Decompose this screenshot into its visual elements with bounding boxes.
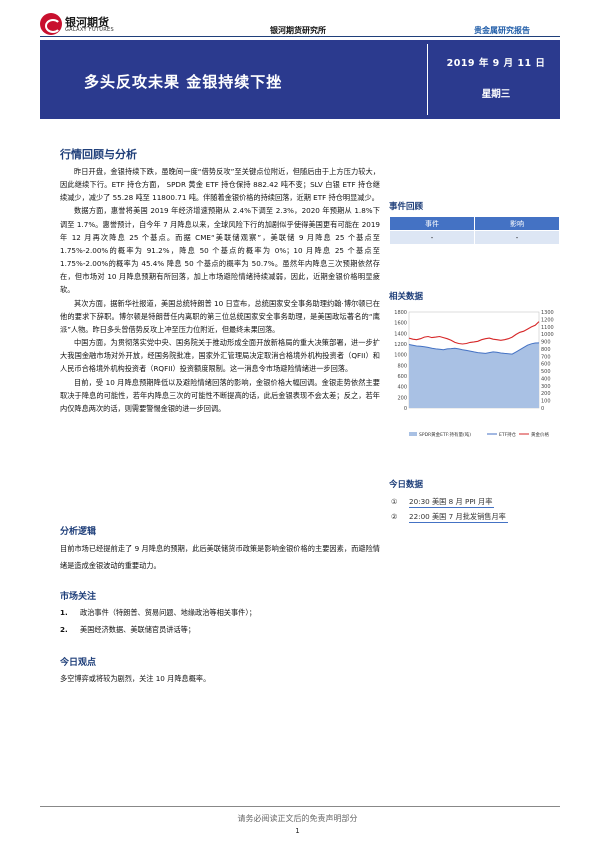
company-logo: 银河期货 GALAXY FUTURES	[40, 13, 120, 35]
right-axis-tick-label: 100	[541, 399, 551, 405]
left-axis-tick-label: 200	[397, 395, 407, 401]
brand-name-en: GALAXY FUTURES	[65, 27, 114, 33]
header-divider	[40, 36, 560, 37]
left-axis-tick-label: 1000	[394, 353, 407, 359]
left-axis-tick-label: 1800	[394, 310, 407, 316]
left-axis-tick-label: 600	[397, 374, 407, 380]
today-data-title: 今日数据	[389, 480, 424, 490]
right-axis-tick-label: 600	[541, 362, 551, 368]
view-section-title: 今日观点	[60, 658, 97, 668]
events-cell-impact: -	[474, 230, 560, 245]
report-date: 2019 年 9 月 11 日	[446, 58, 546, 69]
list-item: 1. 政治事件（特朗普、贸易问题、地缘政治等相关事件）；	[60, 608, 257, 617]
events-cell-event: -	[389, 230, 475, 245]
etf-holdings-area	[409, 342, 539, 408]
events-section-title: 事件回顾	[389, 202, 424, 212]
right-axis-tick-label: 1200	[541, 317, 554, 323]
review-body: 昨日开盘，金银持续下跌，虽晚间一度“借势反攻”至关键点位附近，但随后由于上方压力…	[60, 165, 380, 415]
right-axis-tick-label: 500	[541, 369, 551, 375]
right-axis-tick-label: 1000	[541, 332, 554, 338]
footer-divider	[40, 806, 560, 807]
report-title: 多头反攻未果 金银持续下挫	[84, 73, 283, 91]
right-axis-tick-label: 700	[541, 354, 551, 360]
legend-label: SPDR黄金ETF:持有量(吨)	[419, 431, 471, 438]
legend-swatch-area	[409, 432, 417, 436]
etf-holdings-line	[408, 342, 540, 355]
brand-name-cn: 银河期货	[65, 16, 109, 29]
left-axis-tick-label: 1200	[394, 342, 407, 348]
left-axis-tick-label: 400	[397, 385, 407, 391]
report-type: 贵金属研究报告	[474, 26, 530, 35]
galaxy-logo-icon	[40, 13, 62, 35]
review-paragraph: 昨日开盘，金银持续下跌，虽晚间一度“借势反攻”至关键点位附近，但随后由于上方压力…	[60, 167, 380, 203]
view-text: 多空博弈或将较为剧烈，关注 10 月降息概率。	[60, 674, 211, 683]
right-axis-tick-label: 200	[541, 391, 551, 397]
page-number: 1	[295, 827, 300, 835]
right-axis-tick-label: 0	[541, 406, 544, 412]
review-paragraph: 数据方面，惠誉将美国 2019 年经济增速预期从 2.4%下调至 2.3%，20…	[60, 206, 380, 295]
banner-divider	[427, 44, 428, 115]
legend-label: ETF持仓	[499, 431, 517, 438]
review-paragraph: 中国方面，为贯彻落实党中央、国务院关于推动形成全面开放新格局的重大决策部署，进一…	[60, 338, 380, 374]
title-banner: 多头反攻未果 金银持续下挫 2019 年 9 月 11 日 星期三	[40, 40, 560, 119]
events-table: 事件 影响 - -	[389, 216, 560, 245]
right-axis-tick-label: 1300	[541, 310, 554, 316]
right-axis-tick-label: 800	[541, 347, 551, 353]
logic-section-title: 分析逻辑	[60, 527, 97, 537]
right-axis-tick-label: 300	[541, 384, 551, 390]
today-data-item: ② 22:00 美国 7 月批发销售月率	[391, 512, 508, 523]
review-paragraph: 目前，受 10 月降息预期降低以及避险情绪回落的影响，金银价格大幅回调。金银走势…	[60, 377, 380, 413]
left-axis-tick-label: 800	[397, 363, 407, 369]
report-weekday: 星期三	[481, 89, 511, 100]
logic-text: 目前市场已经提前走了 9 月降息的预期，此后美联储货币政策是影响金银价格的主要因…	[60, 544, 380, 570]
institute-name: 银河期货研究所	[270, 26, 326, 35]
disclaimer-note: 请务必阅读正文后的免责声明部分	[237, 814, 358, 823]
left-axis-tick-label: 0	[404, 406, 407, 412]
list-item: 2. 美国经济数据、美联储官员讲话等；	[60, 625, 196, 634]
legend-label: 黄金价格	[531, 431, 549, 438]
gold-price-line	[408, 321, 540, 345]
etf-gold-chart: 0 200 400 600 800 1000 1200 1400 1600 1800 0 100 200…	[387, 306, 562, 446]
left-axis-tick-label: 1600	[394, 321, 407, 327]
left-axis-tick-label: 1400	[394, 331, 407, 337]
right-axis-tick-label: 1100	[541, 325, 554, 331]
focus-section-title: 市场关注	[60, 592, 97, 602]
right-axis-tick-label: 900	[541, 340, 551, 346]
focus-list: 1. 政治事件（特朗普、贸易问题、地缘政治等相关事件）； 2. 美国经济数据、美联储…	[60, 604, 256, 638]
chart-svg: 0200400600800100012001400160018000100200…	[394, 310, 554, 438]
review-paragraph: 其次方面，据新华社报道，美国总统特朗普 10 日宣布，总统国家安全事务助理约翰·…	[60, 298, 380, 334]
related-section-title: 相关数据	[389, 292, 424, 302]
right-axis-tick-label: 400	[541, 376, 551, 382]
review-section-title: 行情回顾与分析	[60, 148, 137, 161]
today-data-item: ① 20:30 美国 8 月 PPI 月率	[391, 497, 495, 508]
table-row: - -	[389, 230, 560, 245]
events-col-impact: 影响	[474, 216, 560, 231]
events-col-event: 事件	[389, 216, 475, 231]
